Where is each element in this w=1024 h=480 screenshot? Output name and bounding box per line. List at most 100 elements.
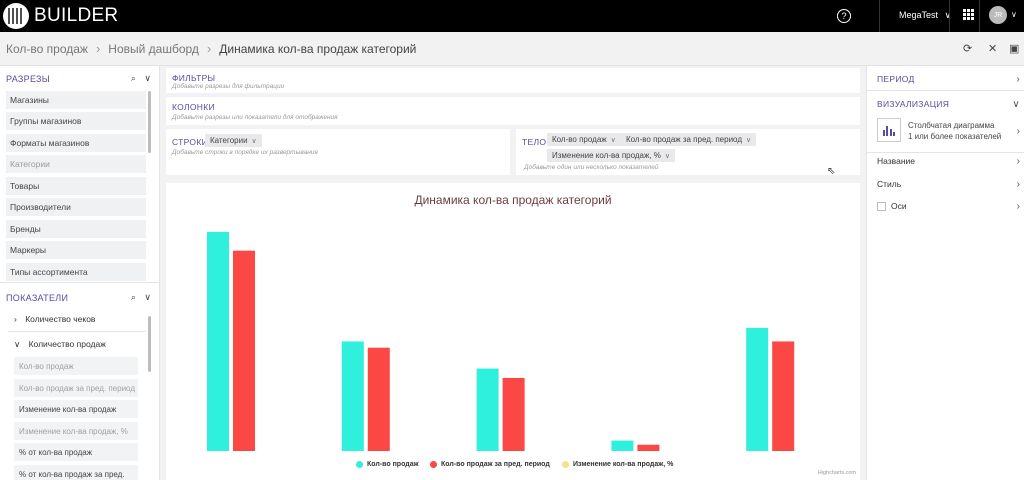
body-chip[interactable]: Изменение кол-ва продаж, % ∨ [547,149,676,162]
metric-item[interactable]: Кол-во продаж [14,357,138,375]
legend-item[interactable]: Изменение кол-ва продаж, % [562,461,673,468]
body-title: ТЕЛО [522,137,547,147]
close-icon[interactable]: ✕ [988,43,998,55]
rows-title: СТРОКИ [172,137,209,147]
period-section[interactable]: ПЕРИОД › [877,74,1020,85]
main-area: ФИЛЬТРЫ Добавьте разрезы для фильтрации … [160,66,866,480]
axes-setting[interactable]: Оси › [891,201,1020,212]
viz-type-info[interactable]: Столбчатая диаграмма 1 или более показат… [908,120,1001,142]
dimension-item[interactable]: Типы ассортимента [6,263,146,281]
metric-item[interactable]: % от кол-ва продаж за пред. [14,465,138,480]
chart-bar[interactable] [611,440,634,451]
body-chip[interactable]: Кол-во продаж за пред. период ∨ [621,133,757,146]
sidebar: РАЗРЕЗЫ ⌕ ∨ Магазины Группы магазинов Фо… [0,66,160,480]
filters-hint: Добавьте разрезы для фильтрации [172,83,285,90]
apps-grid-icon[interactable] [963,9,974,20]
bar-chart-icon[interactable] [877,118,901,142]
metric-item[interactable]: Кол-во продаж за пред. период [14,379,138,397]
metric-item[interactable]: Изменение кол-ва продаж [14,400,138,418]
dimension-item[interactable]: Товары [6,177,146,195]
body-panel[interactable]: ТЕЛО Кол-во продаж ∨ Кол-во продаж за пр… [516,129,860,175]
chart-bar[interactable] [207,231,229,451]
help-circle-icon[interactable]: ? [837,9,851,23]
save-icon[interactable]: ▣ [1009,43,1020,55]
top-divider [879,0,880,32]
metrics-tools: ⌕ ∨ [131,292,151,303]
chevron-down-icon[interactable]: ∨ [664,152,671,160]
chart-bar[interactable] [341,341,364,451]
metric-item[interactable]: Изменение кол-ва продаж, % [14,422,138,440]
dimension-item[interactable]: Магазины [6,91,146,109]
visualization-label: ВИЗУАЛИЗАЦИЯ [877,99,950,109]
metrics-scrollbar[interactable] [148,316,151,372]
chart-bar[interactable] [367,347,390,451]
dimension-item[interactable]: Группы магазинов [6,112,146,130]
chevron-down-icon[interactable]: ∨ [144,73,151,83]
legend-dot [562,461,569,468]
chip-label: Категории [210,136,248,145]
chevron-right-icon: › [206,41,212,56]
chart-bar[interactable] [637,444,660,451]
visualization-section[interactable]: ВИЗУАЛИЗАЦИЯ ∨ [877,99,1020,110]
refresh-icon[interactable]: ⟳ [963,43,973,55]
search-icon[interactable]: ⌕ [130,73,136,83]
style-setting[interactable]: Стиль › [877,179,1020,190]
filters-title: ФИЛЬТРЫ [172,73,216,83]
chevron-down-icon[interactable]: ∨ [144,292,151,302]
dimensions-tools: ⌕ ∨ [131,73,151,84]
legend-label: Кол-во продаж за пред. период [441,461,550,468]
app-logo[interactable] [3,3,29,29]
breadcrumb-item[interactable]: Кол-во продаж [6,41,88,56]
dimension-item[interactable]: Категории [6,155,146,173]
metric-group-checks[interactable]: › Количество чеков [14,314,95,324]
chevron-right-icon: › [1016,156,1020,167]
chip-label: Кол-во продаж [552,135,607,144]
axes-checkbox[interactable] [877,202,886,211]
chevron-down-icon[interactable]: ∨ [1011,10,1017,19]
chevron-down-icon[interactable]: ∨ [610,136,616,144]
user-menu[interactable]: MegaTest ∨ [899,10,951,21]
chart-bar[interactable] [233,250,255,451]
name-label: Название [877,156,915,166]
metric-group-sales[interactable]: ∨ Количество продаж [14,339,106,350]
metrics-header: ПОКАЗАТЕЛИ [6,293,69,303]
legend-dot [356,461,363,468]
chevron-down-icon[interactable]: ∨ [251,137,257,145]
dimension-item[interactable]: Маркеры [6,241,146,259]
search-icon[interactable]: ⌕ [130,292,136,302]
chart-bar[interactable] [772,341,795,451]
dimension-item[interactable]: Форматы магазинов [6,134,146,152]
body-chip[interactable]: Кол-во продаж ∨ [547,133,621,146]
chart-bar[interactable] [502,377,525,451]
metric-group-label: Количество продаж [28,339,106,349]
avatar[interactable]: JR [989,6,1007,24]
chart-credits[interactable]: Highcharts.com [817,470,856,476]
dimensions-scrollbar[interactable] [148,91,151,153]
group-divider [8,331,146,332]
dimension-item[interactable]: Производители [6,198,146,216]
app-name: BUILDER [34,5,119,26]
chevron-right-icon: › [1016,179,1020,190]
chevron-right-icon[interactable]: › [1016,126,1020,137]
chevron-right-icon: › [1016,201,1020,212]
chart-bar[interactable] [476,368,499,451]
chevron-right-icon: › [1016,74,1020,85]
legend-item[interactable]: Кол-во продаж за пред. период [430,461,550,468]
rows-chip[interactable]: Категории ∨ [205,134,262,147]
chip-label: Кол-во продаж за пред. период [626,135,742,144]
rows-panel[interactable]: СТРОКИ Категории ∨ Добавьте строки в пор… [166,129,510,175]
legend-item[interactable]: Кол-во продаж [356,461,419,468]
columns-hint: Добавьте разрезы или показатели для отоб… [172,114,338,121]
chip-label: Изменение кол-ва продаж, % [552,151,661,160]
chevron-down-icon[interactable]: ∨ [746,136,752,144]
top-divider [979,0,980,32]
columns-panel[interactable]: КОЛОНКИ Добавьте разрезы или показатели … [166,97,860,125]
dimension-item[interactable]: Бренды [6,220,146,238]
chart-bar[interactable] [746,327,769,451]
breadcrumb-item[interactable]: Новый дашборд [108,41,199,56]
filters-panel[interactable]: ФИЛЬТРЫ Добавьте разрезы для фильтрации [166,68,860,93]
metric-item[interactable]: % от кол-ва продаж [14,443,138,461]
metric-group-label: Количество чеков [25,314,96,324]
breadcrumb: Кол-во продаж › Новый дашборд › Динамика… [0,32,1024,66]
name-setting[interactable]: Название › [877,156,1020,167]
